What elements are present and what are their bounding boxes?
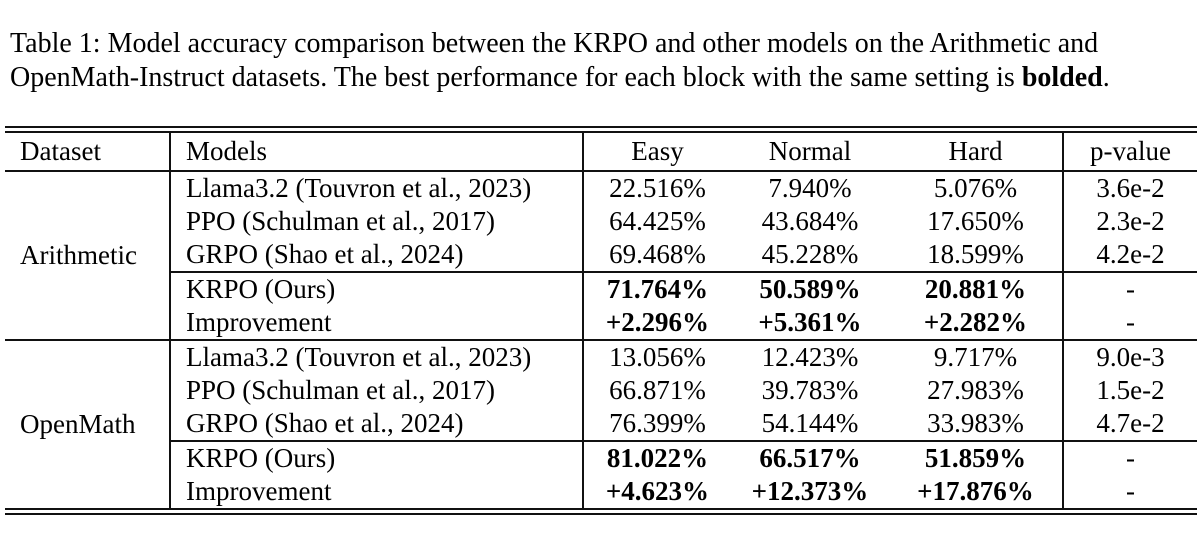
pvalue-cell: 4.2e-2	[1096, 239, 1165, 269]
table-caption: Table 1: Model accuracy comparison betwe…	[0, 0, 1203, 95]
pvalue-cell: 3.6e-2	[1096, 173, 1165, 203]
model-cell: GRPO (Shao et al., 2024)	[170, 407, 584, 441]
caption-text-2: OpenMath-Instruct datasets. The best per…	[10, 62, 1022, 93]
column-header-hard: Hard	[889, 129, 1064, 172]
column-header-dataset: Dataset	[5, 129, 171, 172]
hard-cell: 33.983%	[889, 407, 1064, 441]
hard-cell: 51.859%	[889, 440, 1064, 475]
caption-text-1: Table 1: Model accuracy comparison betwe…	[10, 28, 1099, 59]
caption-period: .	[1102, 62, 1110, 93]
table-row: Arithmetic Llama3.2 (Touvron et al., 202…	[5, 171, 1197, 340]
easy-cell: 81.022%	[583, 440, 731, 475]
normal-cell: 12.423%	[731, 339, 889, 374]
normal-cell: +5.361%	[758, 307, 862, 337]
normal-cell: 50.589%	[731, 271, 889, 306]
column-header-easy: Easy	[583, 129, 731, 172]
model-cell: Improvement	[170, 475, 584, 512]
model-cell: Llama3.2 (Touvron et al., 2023)	[170, 171, 584, 205]
table-row-krpo: KRPO (Ours) 81.022% 66.517% 51.859% -	[5, 440, 1197, 475]
model-cell: PPO (Schulman et al., 2017)	[170, 374, 584, 407]
header-row: Dataset Models Easy Normal Hard p-value	[5, 129, 1197, 172]
easy-cell: +2.296%	[605, 307, 710, 337]
normal-cell: 66.517%	[731, 440, 889, 475]
table-row: GRPO (Shao et al., 2024) 69.468% 45.228%…	[5, 238, 1197, 272]
hard-cell: 5.076%	[889, 171, 1064, 205]
pvalue-cell: -	[1063, 271, 1197, 306]
easy-cell: 66.871%	[609, 375, 706, 405]
easy-cell: 71.764%	[583, 271, 731, 306]
normal-cell: 45.228%	[761, 239, 859, 269]
normal-cell: 7.940%	[768, 173, 852, 203]
easy-cell: 22.516%	[609, 173, 706, 203]
column-header-normal: Normal	[731, 129, 889, 172]
hard-cell: 9.717%	[889, 339, 1064, 374]
pvalue-cell: -	[1126, 307, 1135, 337]
hard-cell: +17.876%	[889, 475, 1064, 512]
model-cell: KRPO (Ours)	[170, 271, 584, 306]
easy-cell: 64.425%	[609, 206, 706, 236]
easy-cell: 69.468%	[609, 239, 706, 269]
results-table: Dataset Models Easy Normal Hard p-value …	[5, 126, 1197, 515]
table-row: GRPO (Shao et al., 2024) 76.399% 54.144%…	[5, 407, 1197, 441]
hard-cell: 20.881%	[889, 271, 1064, 306]
easy-cell: +4.623%	[605, 476, 710, 506]
column-header-models: Models	[170, 129, 584, 172]
table-row: PPO (Schulman et al., 2017) 64.425% 43.6…	[5, 205, 1197, 238]
pvalue-cell: -	[1063, 440, 1197, 475]
caption-line-2: OpenMath-Instruct datasets. The best per…	[10, 61, 1195, 95]
caption-bold-word: bolded	[1021, 62, 1103, 93]
model-cell: GRPO (Shao et al., 2024)	[170, 238, 584, 272]
caption-line-1: Table 1: Model accuracy comparison betwe…	[10, 27, 1195, 61]
table-row-improvement: Improvement +4.623% +12.373% +17.876% -	[5, 475, 1197, 512]
model-cell: Llama3.2 (Touvron et al., 2023)	[170, 339, 584, 374]
pvalue-cell: 4.7e-2	[1096, 408, 1165, 438]
table-row-improvement: Improvement +2.296% +5.361% +2.282% -	[5, 306, 1197, 340]
pvalue-cell: 1.5e-2	[1096, 375, 1165, 405]
pvalue-cell: -	[1126, 476, 1135, 506]
hard-cell: 17.650%	[889, 205, 1064, 238]
pvalue-cell: 9.0e-3	[1063, 339, 1197, 374]
model-cell: PPO (Schulman et al., 2017)	[170, 205, 584, 238]
hard-cell: +2.282%	[889, 306, 1064, 340]
column-header-pvalue: p-value	[1063, 129, 1197, 172]
hard-cell: 18.599%	[889, 238, 1064, 272]
model-cell: KRPO (Ours)	[170, 440, 584, 475]
table-row: OpenMath Llama3.2 (Touvron et al., 2023)…	[5, 339, 1197, 512]
pvalue-cell: 2.3e-2	[1096, 206, 1165, 236]
normal-cell: 43.684%	[761, 206, 859, 236]
normal-cell: 54.144%	[761, 408, 859, 438]
easy-cell: 76.399%	[609, 408, 706, 438]
normal-cell: +12.373%	[751, 476, 869, 506]
dataset-cell-openmath: OpenMath	[5, 339, 171, 512]
dataset-cell-arithmetic: Arithmetic	[5, 171, 171, 340]
model-cell: Improvement	[170, 306, 584, 340]
hard-cell: 27.983%	[889, 374, 1064, 407]
table-row-krpo: KRPO (Ours) 71.764% 50.589% 20.881% -	[5, 271, 1197, 306]
table-row: PPO (Schulman et al., 2017) 66.871% 39.7…	[5, 374, 1197, 407]
easy-cell: 13.056%	[583, 339, 731, 374]
normal-cell: 39.783%	[761, 375, 859, 405]
